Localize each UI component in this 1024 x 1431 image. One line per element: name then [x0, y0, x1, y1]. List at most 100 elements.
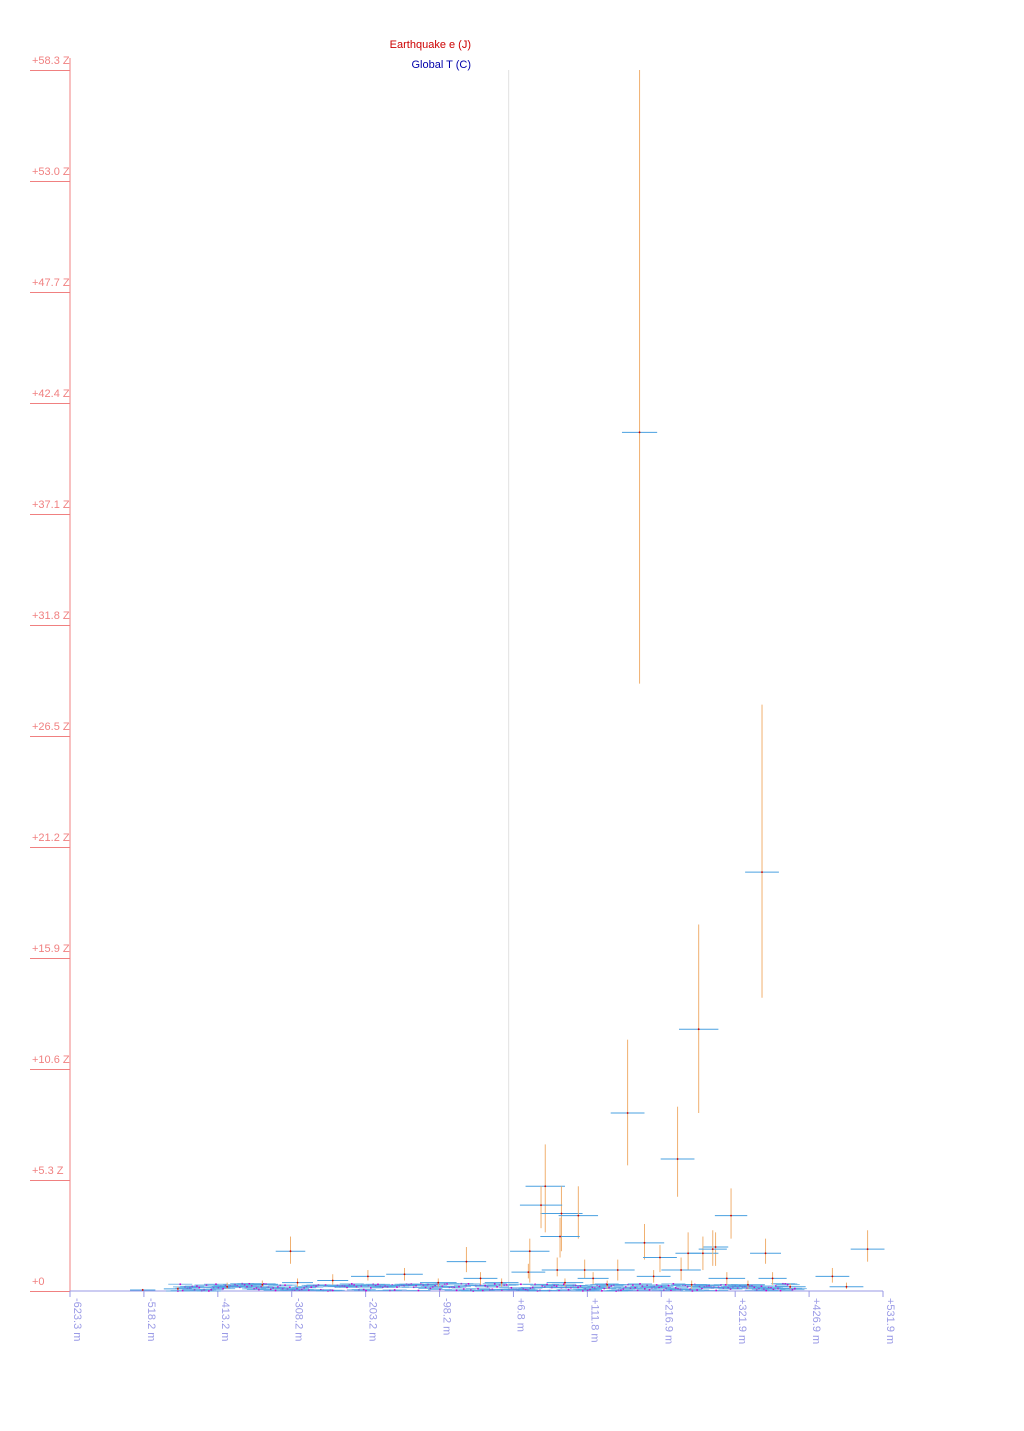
dense-point: [524, 1288, 527, 1291]
dense-point: [248, 1282, 251, 1285]
dense-point: [729, 1288, 732, 1290]
dense-point: [455, 1289, 458, 1292]
data-point: [725, 1277, 728, 1280]
data-point: [771, 1277, 774, 1280]
dense-point: [601, 1290, 603, 1292]
dense-point: [374, 1284, 377, 1287]
dense-point: [222, 1287, 224, 1290]
dense-point: [181, 1289, 184, 1292]
dense-point: [198, 1286, 201, 1289]
data-point: [747, 1283, 749, 1286]
dense-point: [610, 1285, 613, 1287]
x-tick-label: +6.8 m: [514, 1298, 526, 1332]
data-point: [702, 1252, 704, 1255]
dense-point: [458, 1285, 460, 1288]
data-point: [659, 1256, 661, 1259]
dense-point: [434, 1284, 436, 1287]
y-tick-label: +37.1 Z: [32, 499, 70, 511]
data-point: [831, 1275, 834, 1278]
dense-point: [510, 1286, 513, 1289]
axes-layer: +0 +5.3 Z +10.6 Z +15.9 Z +21.2 Z +26.5 Z +31.…: [30, 55, 896, 1344]
dense-point: [243, 1284, 246, 1286]
dense-point: [246, 1285, 248, 1288]
dense-point: [674, 1287, 677, 1289]
dense-point: [553, 1284, 556, 1287]
dense-point: [179, 1283, 182, 1286]
y-tick-label: +15.9 Z: [32, 943, 70, 955]
dense-point: [441, 1285, 444, 1288]
dense-point: [477, 1287, 479, 1290]
dense-point: [643, 1287, 646, 1290]
dense-point: [396, 1286, 398, 1288]
dense-point: [424, 1286, 427, 1289]
dense-point: [591, 1286, 594, 1289]
dense-point: [210, 1288, 213, 1291]
dense-point: [315, 1285, 317, 1287]
data-point: [690, 1283, 693, 1286]
dense-point: [784, 1283, 787, 1285]
dense-point: [574, 1284, 577, 1287]
data-point: [652, 1275, 655, 1278]
dense-point: [350, 1283, 353, 1285]
data-point: [559, 1235, 561, 1238]
dense-point: [689, 1288, 691, 1291]
dense-point: [462, 1288, 465, 1290]
dense-point: [603, 1287, 606, 1290]
data-point: [845, 1285, 848, 1288]
dense-point: [289, 1286, 291, 1289]
dense-point: [224, 1284, 227, 1287]
dense-point: [439, 1288, 441, 1291]
dense-point: [786, 1283, 789, 1286]
dense-point: [415, 1284, 417, 1287]
data-point: [540, 1204, 542, 1207]
data-point: [528, 1250, 531, 1253]
dense-point: [608, 1286, 610, 1289]
dense-point: [431, 1286, 434, 1288]
dense-point: [584, 1288, 587, 1290]
dense-point: [774, 1285, 777, 1287]
dense-point: [598, 1285, 601, 1288]
x-tick-label: +531.9 m: [884, 1298, 896, 1344]
dense-point: [310, 1286, 313, 1288]
data-point: [226, 1285, 229, 1288]
dense-point: [481, 1289, 484, 1292]
dense-point: [346, 1286, 348, 1289]
dense-point: [355, 1285, 358, 1288]
data-point: [592, 1277, 595, 1280]
dense-point: [362, 1288, 365, 1291]
dense-point: [484, 1284, 486, 1287]
data-point: [261, 1283, 264, 1286]
dense-point: [624, 1286, 627, 1288]
dense-point: [208, 1290, 210, 1292]
dense-point: [760, 1285, 763, 1287]
data-point: [560, 1212, 563, 1215]
data-point: [643, 1241, 646, 1244]
x-tick-label: -98.2 m: [441, 1298, 453, 1335]
dense-point: [250, 1284, 253, 1287]
dense-point: [670, 1289, 672, 1291]
dense-point: [491, 1288, 494, 1291]
dense-point: [522, 1288, 525, 1290]
dense-point: [331, 1289, 334, 1292]
dense-point: [284, 1284, 286, 1286]
data-point: [564, 1281, 566, 1284]
dense-point: [753, 1286, 756, 1289]
data-points-layer: [130, 70, 885, 1291]
dense-point: [236, 1285, 239, 1287]
legend-entry-earthquake: Earthquake e (J): [331, 39, 471, 51]
x-tick-label: -413.2 m: [219, 1298, 231, 1341]
data-point: [479, 1277, 482, 1280]
x-tick-label: -518.2 m: [145, 1298, 157, 1341]
dense-point: [698, 1285, 701, 1288]
dense-point: [255, 1287, 258, 1289]
x-tick-label: -308.2 m: [293, 1298, 305, 1341]
dense-point: [253, 1288, 255, 1290]
dense-point: [205, 1284, 208, 1286]
dense-point: [377, 1283, 379, 1286]
legend-entry-global-t: Global T (C): [331, 59, 471, 71]
legend-label-global-t: Global T (C): [411, 59, 471, 71]
dense-point: [765, 1289, 768, 1292]
dense-point: [215, 1283, 217, 1286]
dense-point: [393, 1289, 396, 1291]
